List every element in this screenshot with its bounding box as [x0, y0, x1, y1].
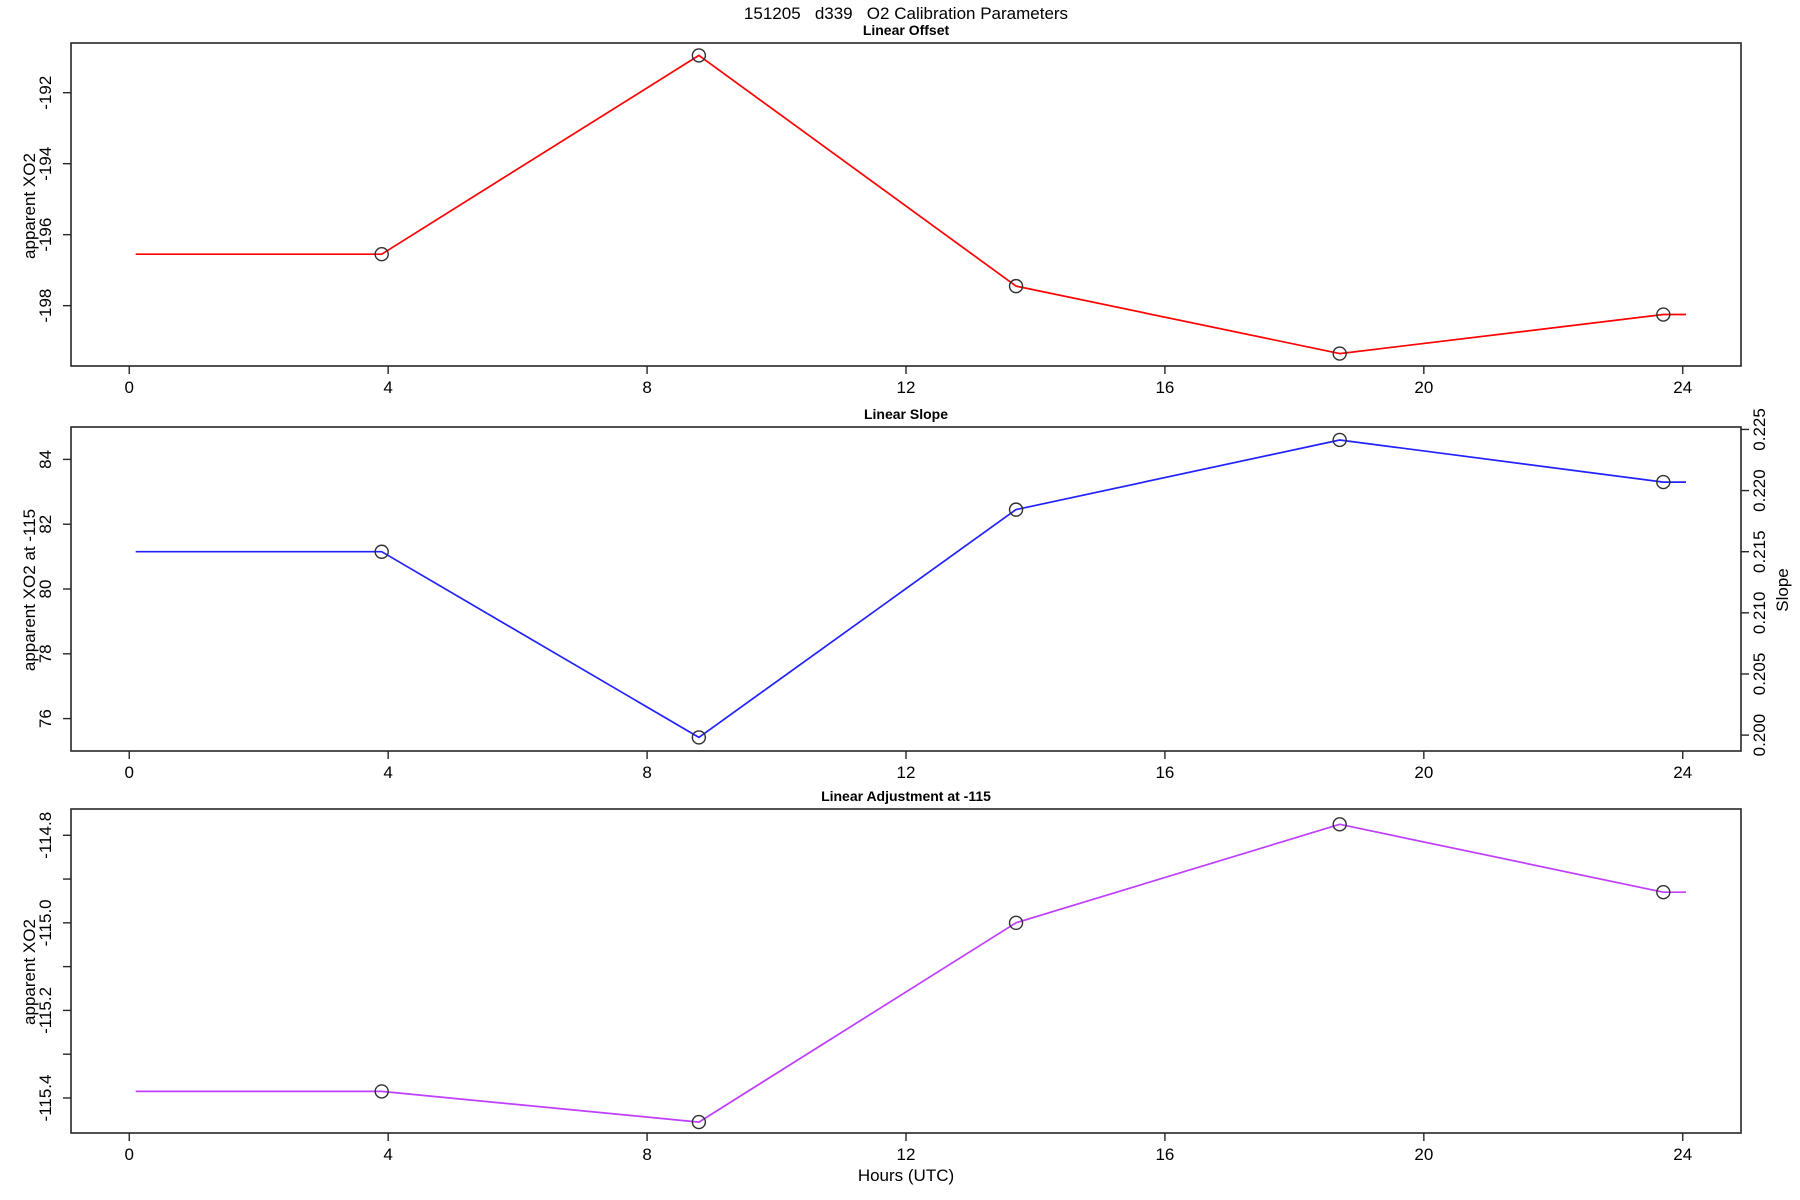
y-tick-label: 84	[36, 450, 55, 469]
y-tick-label: -198	[36, 289, 55, 323]
y-tick-label: -115.0	[36, 899, 55, 946]
x-tick-label: 8	[642, 1145, 651, 1164]
y-tick-label: 80	[36, 580, 55, 599]
y-tick-label: 78	[36, 644, 55, 663]
plot-box	[70, 808, 1742, 1134]
x-tick-label: 16	[1155, 1145, 1174, 1164]
right-y-tick-label: 0.205	[1750, 653, 1769, 696]
y-tick-label: 82	[36, 515, 55, 534]
x-tick-label: 8	[642, 763, 651, 782]
panel-linear-adjustment-at-115: 0 4 8 12 16 20 24 -114.8 -115.0 -115.2 -115.4	[36, 808, 1742, 1164]
x-tick-label: 20	[1414, 763, 1433, 782]
data-point-marker	[691, 1114, 707, 1130]
data-point-marker	[1332, 432, 1347, 448]
x-tick-label: 8	[642, 378, 651, 397]
y-tick-label: -115.2	[36, 987, 55, 1034]
y-tick-label: -192	[36, 76, 55, 110]
x-tick-label: 4	[383, 378, 392, 397]
x-tick-label: 20	[1414, 378, 1433, 397]
x-tick-label: 12	[897, 763, 916, 782]
right-y-tick-label: 0.200	[1750, 714, 1769, 757]
series-line	[135, 823, 1686, 1123]
y-tick-label: -115.4	[36, 1074, 55, 1121]
x-tick-label: 4	[383, 763, 392, 782]
data-point-marker	[374, 246, 389, 262]
x-tick-label: 12	[897, 1145, 916, 1164]
data-point-marker	[1008, 502, 1024, 517]
x-tick-label: 24	[1673, 378, 1692, 397]
data-point-marker	[691, 730, 707, 745]
x-tick-label: 4	[383, 1145, 392, 1164]
data-point-marker	[1008, 915, 1024, 931]
right-y-tick-label: 0.225	[1750, 408, 1769, 451]
panel-title-linear-adjustment: Linear Adjustment at -115	[821, 788, 991, 804]
plot-box	[70, 42, 1742, 367]
data-point-marker	[374, 544, 389, 559]
figure-title: 151205 d339 O2 Calibration Parameters	[743, 4, 1069, 23]
x-tick-label: 20	[1414, 1145, 1433, 1164]
y-tick-label: -194	[36, 147, 55, 181]
data-point-marker	[1656, 474, 1671, 490]
y-tick-label: 76	[36, 709, 55, 728]
panel-title-linear-slope: Linear Slope	[863, 406, 949, 422]
x-tick-label: 24	[1673, 763, 1692, 782]
x-tick-label: 24	[1673, 1145, 1692, 1164]
x-tick-label: 12	[897, 378, 916, 397]
data-point-marker	[1008, 278, 1024, 294]
right-y-tick-label: 0.210	[1750, 592, 1769, 635]
x-tick-label: 0	[125, 378, 134, 397]
x-tick-label: 16	[1155, 763, 1174, 782]
data-point-marker	[1332, 346, 1347, 361]
right-y-tick-label: 0.215	[1750, 530, 1769, 573]
y-tick-label: -196	[36, 218, 55, 252]
panel-linear-offset: 0 4 8 12 16 20 24 -192 -194 -196 -198	[36, 42, 1742, 397]
panel-title-linear-offset: Linear Offset	[862, 22, 950, 38]
x-axis-label: Hours (UTC)	[857, 1166, 955, 1185]
x-tick-label: 16	[1155, 378, 1174, 397]
y-tick-label: -114.8	[36, 812, 55, 859]
data-point-marker	[374, 1084, 389, 1099]
data-point-marker	[691, 48, 707, 63]
x-tick-label: 0	[125, 763, 134, 782]
right-y-tick-label: 0.220	[1750, 469, 1769, 512]
data-point-marker	[1656, 884, 1671, 900]
data-point-marker	[1656, 307, 1671, 322]
panel-linear-slope: 0 4 8 12 16 20 24 76 78 80 82 84 0.200 0.205 0.210 0.21…	[36, 408, 1769, 782]
data-point-marker	[1332, 817, 1347, 832]
series-line	[135, 439, 1686, 739]
x-tick-label: 0	[125, 1145, 134, 1164]
series-line	[135, 54, 1686, 355]
